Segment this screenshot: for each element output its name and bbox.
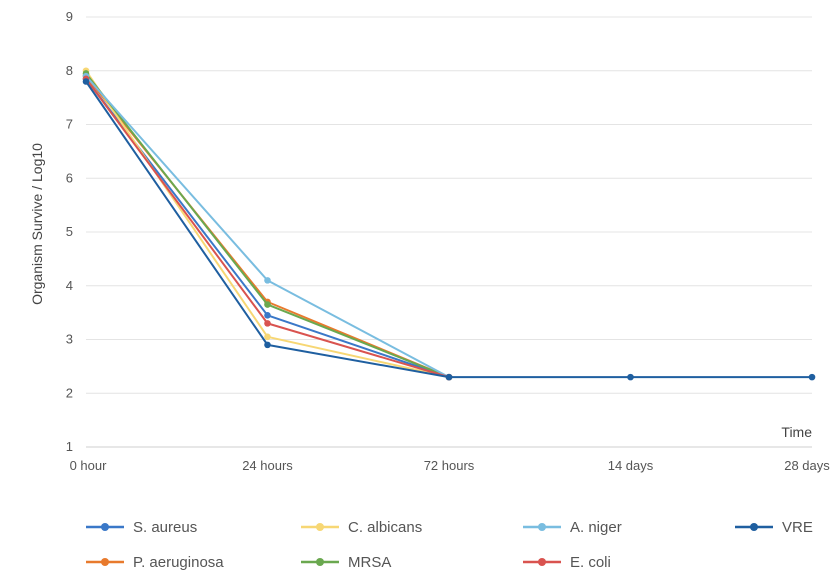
data-point <box>264 312 271 319</box>
x-axis-title: Time <box>781 424 812 440</box>
x-axis-ticks: 0 hour 24 hours 72 hours 14 days 28 days <box>70 458 831 473</box>
series-line <box>85 75 450 379</box>
legend-label: A. niger <box>570 519 622 536</box>
legend-item: E. coli <box>523 554 611 571</box>
y-tick-label: 1 <box>66 439 73 454</box>
data-point <box>264 341 271 349</box>
legend-label: MRSA <box>348 554 391 571</box>
series-line <box>85 78 450 379</box>
legend-swatch-marker <box>750 523 758 531</box>
legend-swatch-marker <box>316 558 324 566</box>
data-point <box>264 333 271 341</box>
series-line <box>85 72 450 379</box>
y-axis-title: Organism Survive / Log10 <box>29 143 45 305</box>
legend-item: C. albicans <box>301 519 422 536</box>
legend-item: A. niger <box>523 519 622 536</box>
x-tick-label: 24 hours <box>242 458 293 473</box>
legend-swatch-marker <box>538 523 546 531</box>
series-lines <box>82 67 816 381</box>
legend-swatch-marker <box>538 558 546 566</box>
legend-item: MRSA <box>301 554 391 571</box>
y-tick-label: 4 <box>66 278 73 293</box>
legend-item: VRE <box>735 519 813 536</box>
y-tick-label: 2 <box>66 385 73 400</box>
series-6 <box>82 78 816 381</box>
y-tick-label: 9 <box>66 9 73 24</box>
series-2 <box>82 67 453 381</box>
legend-swatch-marker <box>316 523 324 531</box>
series-line <box>85 75 450 379</box>
legend-swatch-marker <box>101 558 109 566</box>
y-tick-label: 7 <box>66 117 73 132</box>
legend-item: S. aureus <box>86 519 197 536</box>
y-axis-ticks: 1 2 3 4 5 6 7 8 9 <box>66 9 73 454</box>
legend-label: VRE <box>782 519 813 536</box>
y-tick-label: 8 <box>66 63 73 78</box>
x-tick-label: 28 days <box>784 458 830 473</box>
series-line <box>85 70 450 379</box>
legend: S. aureus C. albicans A. niger VRE P. aerugi… <box>86 519 813 571</box>
data-point <box>264 301 271 308</box>
y-tick-label: 6 <box>66 170 73 185</box>
legend-label: P. aeruginosa <box>133 554 224 571</box>
y-tick-label: 5 <box>66 224 73 239</box>
x-tick-label: 0 hour <box>70 458 108 473</box>
data-point <box>264 320 271 327</box>
legend-label: C. albicans <box>348 519 422 536</box>
legend-label: E. coli <box>570 554 611 571</box>
legend-label: S. aureus <box>133 519 197 536</box>
legend-swatch-marker <box>101 523 109 531</box>
data-point <box>808 373 816 381</box>
data-point <box>264 277 271 284</box>
series-line <box>85 78 450 379</box>
data-point <box>627 373 634 381</box>
legend-item: P. aeruginosa <box>86 554 224 571</box>
gridlines <box>86 16 812 448</box>
data-point <box>82 78 90 85</box>
x-tick-label: 72 hours <box>424 458 475 473</box>
y-tick-label: 3 <box>66 332 73 347</box>
data-point <box>445 373 453 381</box>
x-tick-label: 14 days <box>608 458 654 473</box>
